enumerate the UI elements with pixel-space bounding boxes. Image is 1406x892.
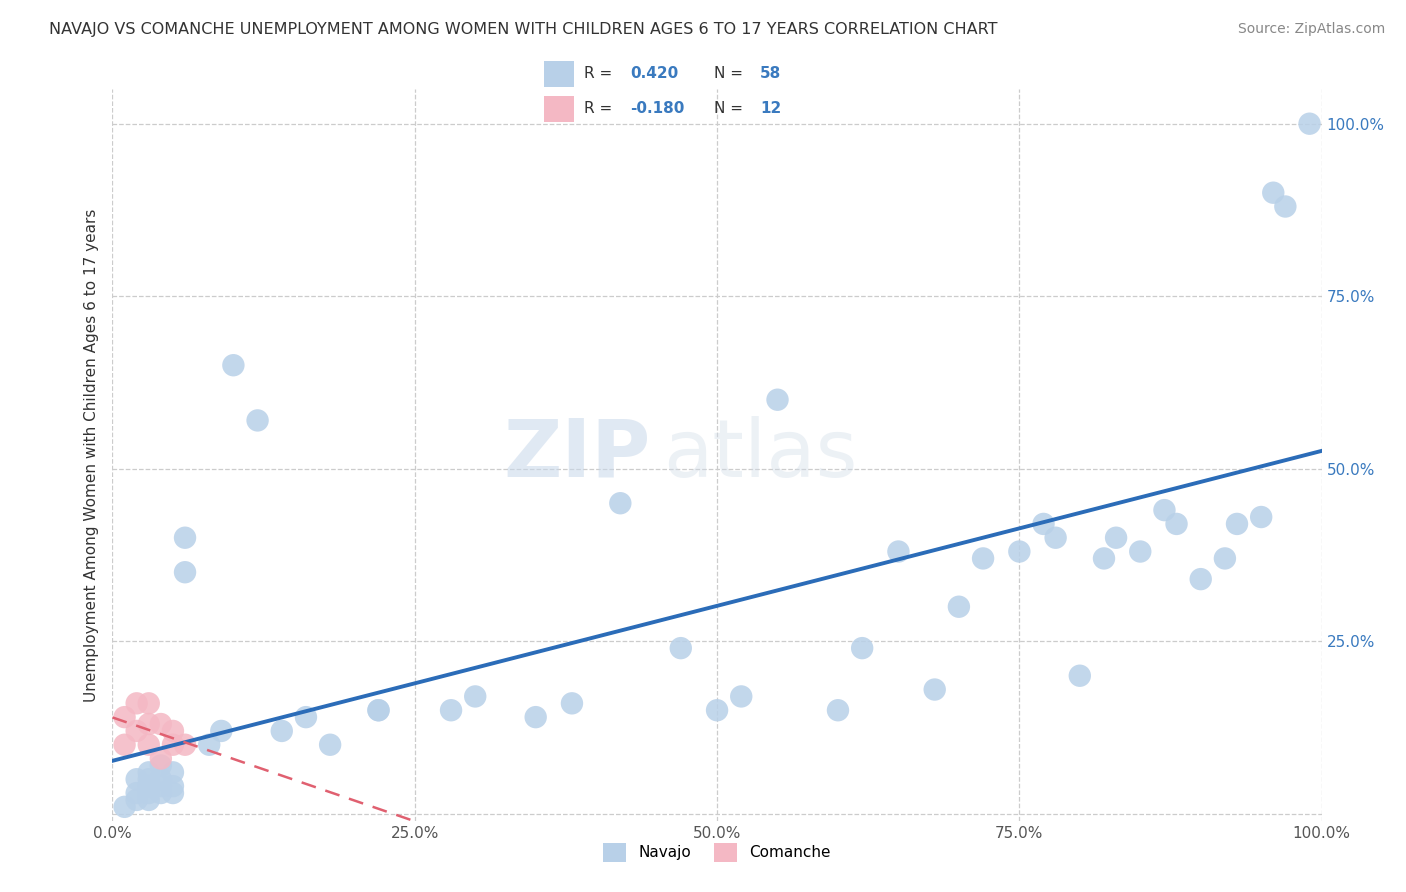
Point [669,641,692,656]
Point [440,703,463,717]
Point [1274,200,1296,214]
Point [827,703,849,717]
Text: 12: 12 [761,102,782,116]
Point [162,786,184,800]
Point [1263,186,1285,200]
Text: R =: R = [583,67,617,81]
Point [125,793,148,807]
Point [730,690,752,704]
Y-axis label: Unemployment Among Women with Children Ages 6 to 17 years: Unemployment Among Women with Children A… [83,208,98,702]
Point [766,392,789,407]
Point [138,793,160,807]
Point [1008,544,1031,558]
Point [149,717,172,731]
Point [209,723,232,738]
Point [222,358,245,372]
Text: R =: R = [583,102,617,116]
Text: N =: N = [714,102,748,116]
Point [125,772,148,787]
Point [464,690,486,704]
Point [1105,531,1128,545]
Point [924,682,946,697]
Point [1213,551,1236,566]
Point [706,703,728,717]
Point [138,717,160,731]
Point [609,496,631,510]
Point [1250,510,1272,524]
Point [246,413,269,427]
Point [367,703,389,717]
Point [162,738,184,752]
Point [319,738,342,752]
Point [1298,117,1320,131]
Text: Source: ZipAtlas.com: Source: ZipAtlas.com [1237,22,1385,37]
FancyBboxPatch shape [544,96,575,122]
Point [1032,516,1054,531]
Text: NAVAJO VS COMANCHE UNEMPLOYMENT AMONG WOMEN WITH CHILDREN AGES 6 TO 17 YEARS COR: NAVAJO VS COMANCHE UNEMPLOYMENT AMONG WO… [49,22,998,37]
Point [138,772,160,787]
Point [1153,503,1175,517]
Point [149,751,172,765]
Point [295,710,318,724]
Point [1189,572,1212,586]
Point [162,779,184,793]
Text: ZIP: ZIP [503,416,651,494]
Point [138,696,160,710]
Point [851,641,873,656]
Point [114,738,136,752]
Point [138,786,160,800]
Point [1069,669,1091,683]
Point [149,786,172,800]
Point [162,723,184,738]
Point [1092,551,1115,566]
Point [174,566,197,580]
Text: atlas: atlas [662,416,858,494]
Point [1129,544,1152,558]
Point [162,765,184,780]
Point [1045,531,1067,545]
Point [524,710,547,724]
Point [138,765,160,780]
Point [149,758,172,772]
Point [138,738,160,752]
Point [887,544,910,558]
Point [972,551,994,566]
Text: 58: 58 [761,67,782,81]
Point [114,710,136,724]
Point [367,703,389,717]
Point [1166,516,1188,531]
Point [149,779,172,793]
Point [138,779,160,793]
Text: -0.180: -0.180 [630,102,685,116]
Point [125,696,148,710]
Point [149,772,172,787]
Point [174,738,197,752]
Point [948,599,970,614]
Point [125,786,148,800]
FancyBboxPatch shape [544,62,575,87]
Point [125,723,148,738]
Point [561,696,583,710]
Text: 0.420: 0.420 [630,67,679,81]
Point [270,723,292,738]
Point [174,531,197,545]
Legend: Navajo, Comanche: Navajo, Comanche [598,837,837,868]
Point [114,800,136,814]
Text: N =: N = [714,67,748,81]
Point [1226,516,1249,531]
Point [198,738,221,752]
